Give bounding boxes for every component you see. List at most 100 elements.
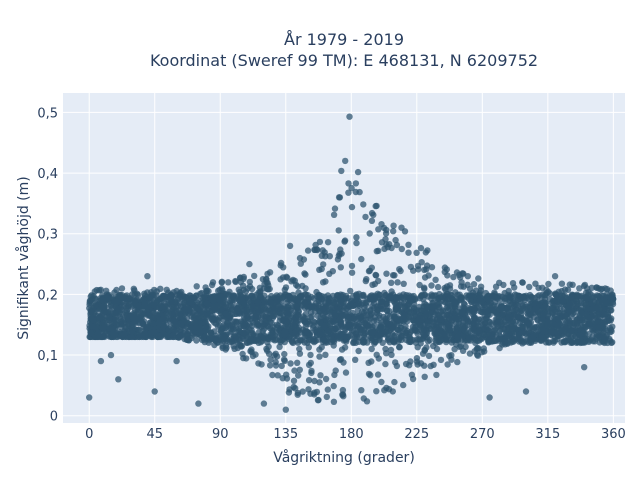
- data-point: [390, 321, 398, 328]
- data-point: [442, 336, 449, 343]
- data-point: [383, 328, 390, 336]
- data-point: [447, 291, 454, 298]
- data-point: [185, 305, 193, 313]
- data-point: [195, 400, 202, 407]
- data-point: [107, 351, 115, 359]
- data-point: [168, 298, 175, 305]
- data-point: [111, 289, 118, 296]
- data-point: [311, 377, 318, 385]
- data-point: [401, 326, 408, 333]
- data-point: [545, 339, 552, 346]
- data-point: [356, 315, 363, 322]
- data-point: [97, 357, 105, 365]
- data-point: [232, 336, 240, 344]
- data-point: [345, 180, 352, 187]
- data-point: [345, 189, 352, 196]
- data-point: [532, 305, 540, 312]
- data-point: [178, 323, 185, 331]
- data-point: [316, 353, 323, 360]
- data-point: [453, 341, 460, 348]
- data-point: [278, 337, 285, 344]
- data-point: [272, 362, 280, 369]
- data-point: [141, 331, 149, 339]
- data-point: [327, 320, 334, 327]
- data-point: [511, 284, 518, 291]
- data-point: [257, 293, 264, 301]
- chart-subtitle: Koordinat (Sweref 99 TM): E 468131, N 62…: [150, 51, 538, 70]
- data-point: [183, 324, 191, 331]
- data-point: [260, 400, 268, 407]
- data-point: [376, 336, 383, 344]
- data-point: [360, 395, 367, 402]
- data-point: [367, 315, 374, 322]
- data-point: [349, 309, 356, 317]
- data-point: [310, 324, 317, 331]
- data-point: [417, 244, 425, 252]
- data-point: [338, 167, 345, 175]
- data-point: [323, 393, 330, 401]
- data-point: [222, 303, 229, 310]
- data-point: [317, 330, 324, 338]
- data-point: [90, 316, 97, 324]
- data-point: [175, 294, 182, 301]
- data-point: [352, 180, 360, 187]
- data-point: [565, 307, 573, 315]
- data-point: [277, 292, 284, 299]
- data-point: [476, 326, 483, 334]
- data-point: [286, 296, 293, 304]
- data-point: [319, 305, 326, 312]
- data-point: [149, 307, 157, 315]
- data-point: [232, 318, 239, 325]
- data-point: [180, 299, 187, 307]
- data-point: [307, 336, 314, 343]
- data-point: [335, 292, 342, 299]
- data-point: [581, 364, 588, 371]
- data-point: [294, 359, 301, 366]
- data-point: [225, 279, 232, 286]
- data-point: [293, 318, 300, 326]
- data-point: [371, 292, 378, 299]
- data-point: [296, 366, 303, 373]
- data-point: [408, 371, 416, 378]
- data-point: [605, 293, 613, 300]
- data-point: [331, 205, 339, 212]
- data-point: [358, 255, 365, 263]
- data-point: [86, 394, 93, 401]
- data-point: [373, 317, 380, 324]
- data-point: [392, 301, 399, 308]
- data-point: [102, 331, 110, 338]
- data-point: [360, 201, 367, 208]
- data-point: [389, 272, 397, 279]
- y-tick-label: 0: [50, 410, 58, 425]
- data-point: [530, 332, 537, 339]
- data-point: [362, 277, 369, 285]
- data-point: [331, 310, 338, 317]
- data-point: [394, 279, 401, 286]
- y-tick-label: 0,4: [37, 167, 58, 182]
- data-point: [471, 305, 478, 312]
- data-point: [277, 276, 284, 283]
- data-point: [551, 337, 559, 345]
- data-point: [278, 362, 285, 370]
- data-point: [321, 336, 328, 344]
- data-point: [576, 331, 583, 339]
- data-point: [302, 271, 309, 278]
- data-point: [301, 339, 308, 346]
- data-point: [607, 287, 614, 294]
- y-tick-label: 0,5: [37, 106, 58, 121]
- data-point: [604, 339, 611, 347]
- data-point: [558, 292, 566, 299]
- data-point: [485, 337, 493, 344]
- data-point: [451, 346, 458, 353]
- data-point: [320, 261, 327, 268]
- data-point: [272, 299, 280, 306]
- data-point: [126, 294, 134, 302]
- data-point: [325, 327, 332, 335]
- data-point: [126, 325, 133, 333]
- data-point: [526, 303, 533, 310]
- data-point: [209, 279, 217, 286]
- data-point: [576, 337, 584, 345]
- data-point: [603, 299, 610, 307]
- data-point: [271, 352, 278, 359]
- data-point: [588, 306, 595, 313]
